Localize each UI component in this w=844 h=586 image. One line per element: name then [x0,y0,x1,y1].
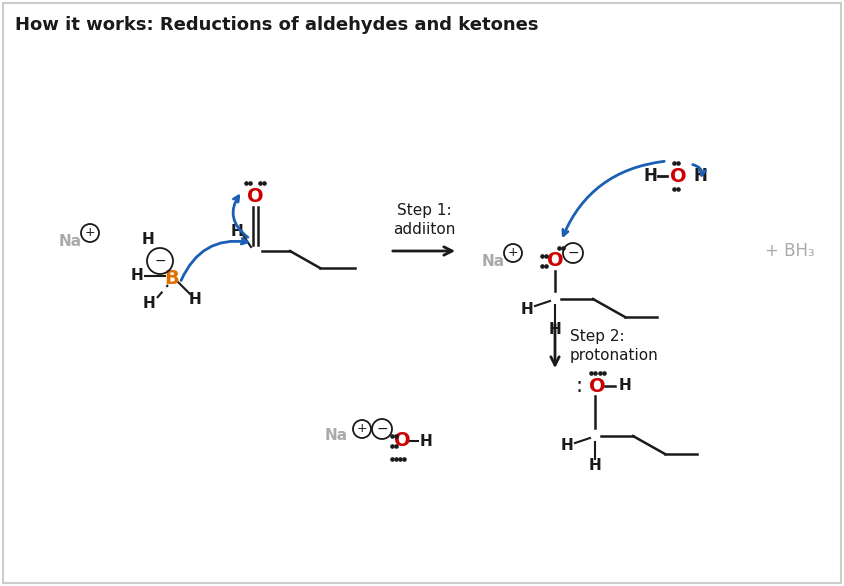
Text: H: H [230,223,243,239]
Text: O: O [588,376,605,396]
Text: H: H [521,302,533,316]
Text: +: + [357,423,367,435]
Text: B: B [165,270,180,288]
Text: +: + [84,227,95,240]
Text: H: H [693,167,707,185]
Text: Step 2:
protonation: Step 2: protonation [570,329,659,363]
Text: H: H [143,295,155,311]
Text: H: H [131,268,143,284]
Text: H: H [419,434,432,448]
Text: O: O [669,166,686,186]
Text: −: − [154,254,165,268]
Text: H: H [188,291,202,306]
Text: −: − [567,246,579,260]
Text: Na: Na [482,254,505,268]
Text: + BH₃: + BH₃ [766,242,814,260]
Text: Na: Na [59,233,82,248]
Text: H: H [549,322,561,336]
Text: Na: Na [325,428,348,444]
Text: H: H [619,379,631,394]
Text: −: − [376,422,387,436]
Text: :: : [576,376,582,396]
Text: H: H [560,438,573,454]
Text: H: H [588,458,602,473]
Text: H: H [142,231,154,247]
Text: How it works: Reductions of aldehydes and ketones: How it works: Reductions of aldehydes an… [15,16,538,34]
Text: O: O [246,186,263,206]
Text: H: H [643,167,657,185]
Text: +: + [508,247,518,260]
Text: O: O [547,251,563,271]
Text: Step 1:
addiiton: Step 1: addiiton [392,203,455,237]
Text: O: O [393,431,410,451]
